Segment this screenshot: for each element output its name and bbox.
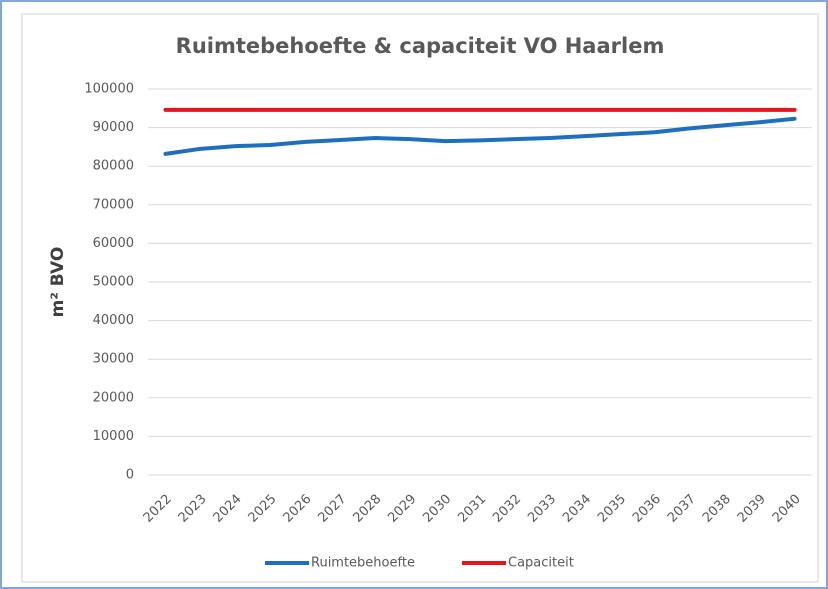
legend-label: Ruimtebehoefte bbox=[311, 556, 415, 571]
legend-label: Capaciteit bbox=[508, 556, 574, 571]
y-tick-label: 90000 bbox=[93, 120, 134, 135]
chart-border bbox=[21, 13, 819, 583]
y-tick-label: 60000 bbox=[93, 236, 134, 251]
y-tick-label: 50000 bbox=[93, 275, 134, 290]
y-tick-label: 30000 bbox=[93, 352, 134, 367]
y-axis-label: m² BVO bbox=[48, 247, 68, 318]
y-tick-label: 100000 bbox=[84, 82, 134, 97]
line-series bbox=[163, 116, 797, 156]
y-tick-label: 0 bbox=[126, 468, 134, 483]
y-tick-label: 20000 bbox=[93, 390, 134, 405]
y-tick-label: 70000 bbox=[93, 197, 134, 212]
y-tick-label: 10000 bbox=[93, 429, 134, 444]
y-tick-label: 40000 bbox=[93, 313, 134, 328]
chart-title: Ruimtebehoefte & capaciteit VO Haarlem bbox=[176, 34, 665, 58]
y-tick-label: 80000 bbox=[93, 159, 134, 174]
